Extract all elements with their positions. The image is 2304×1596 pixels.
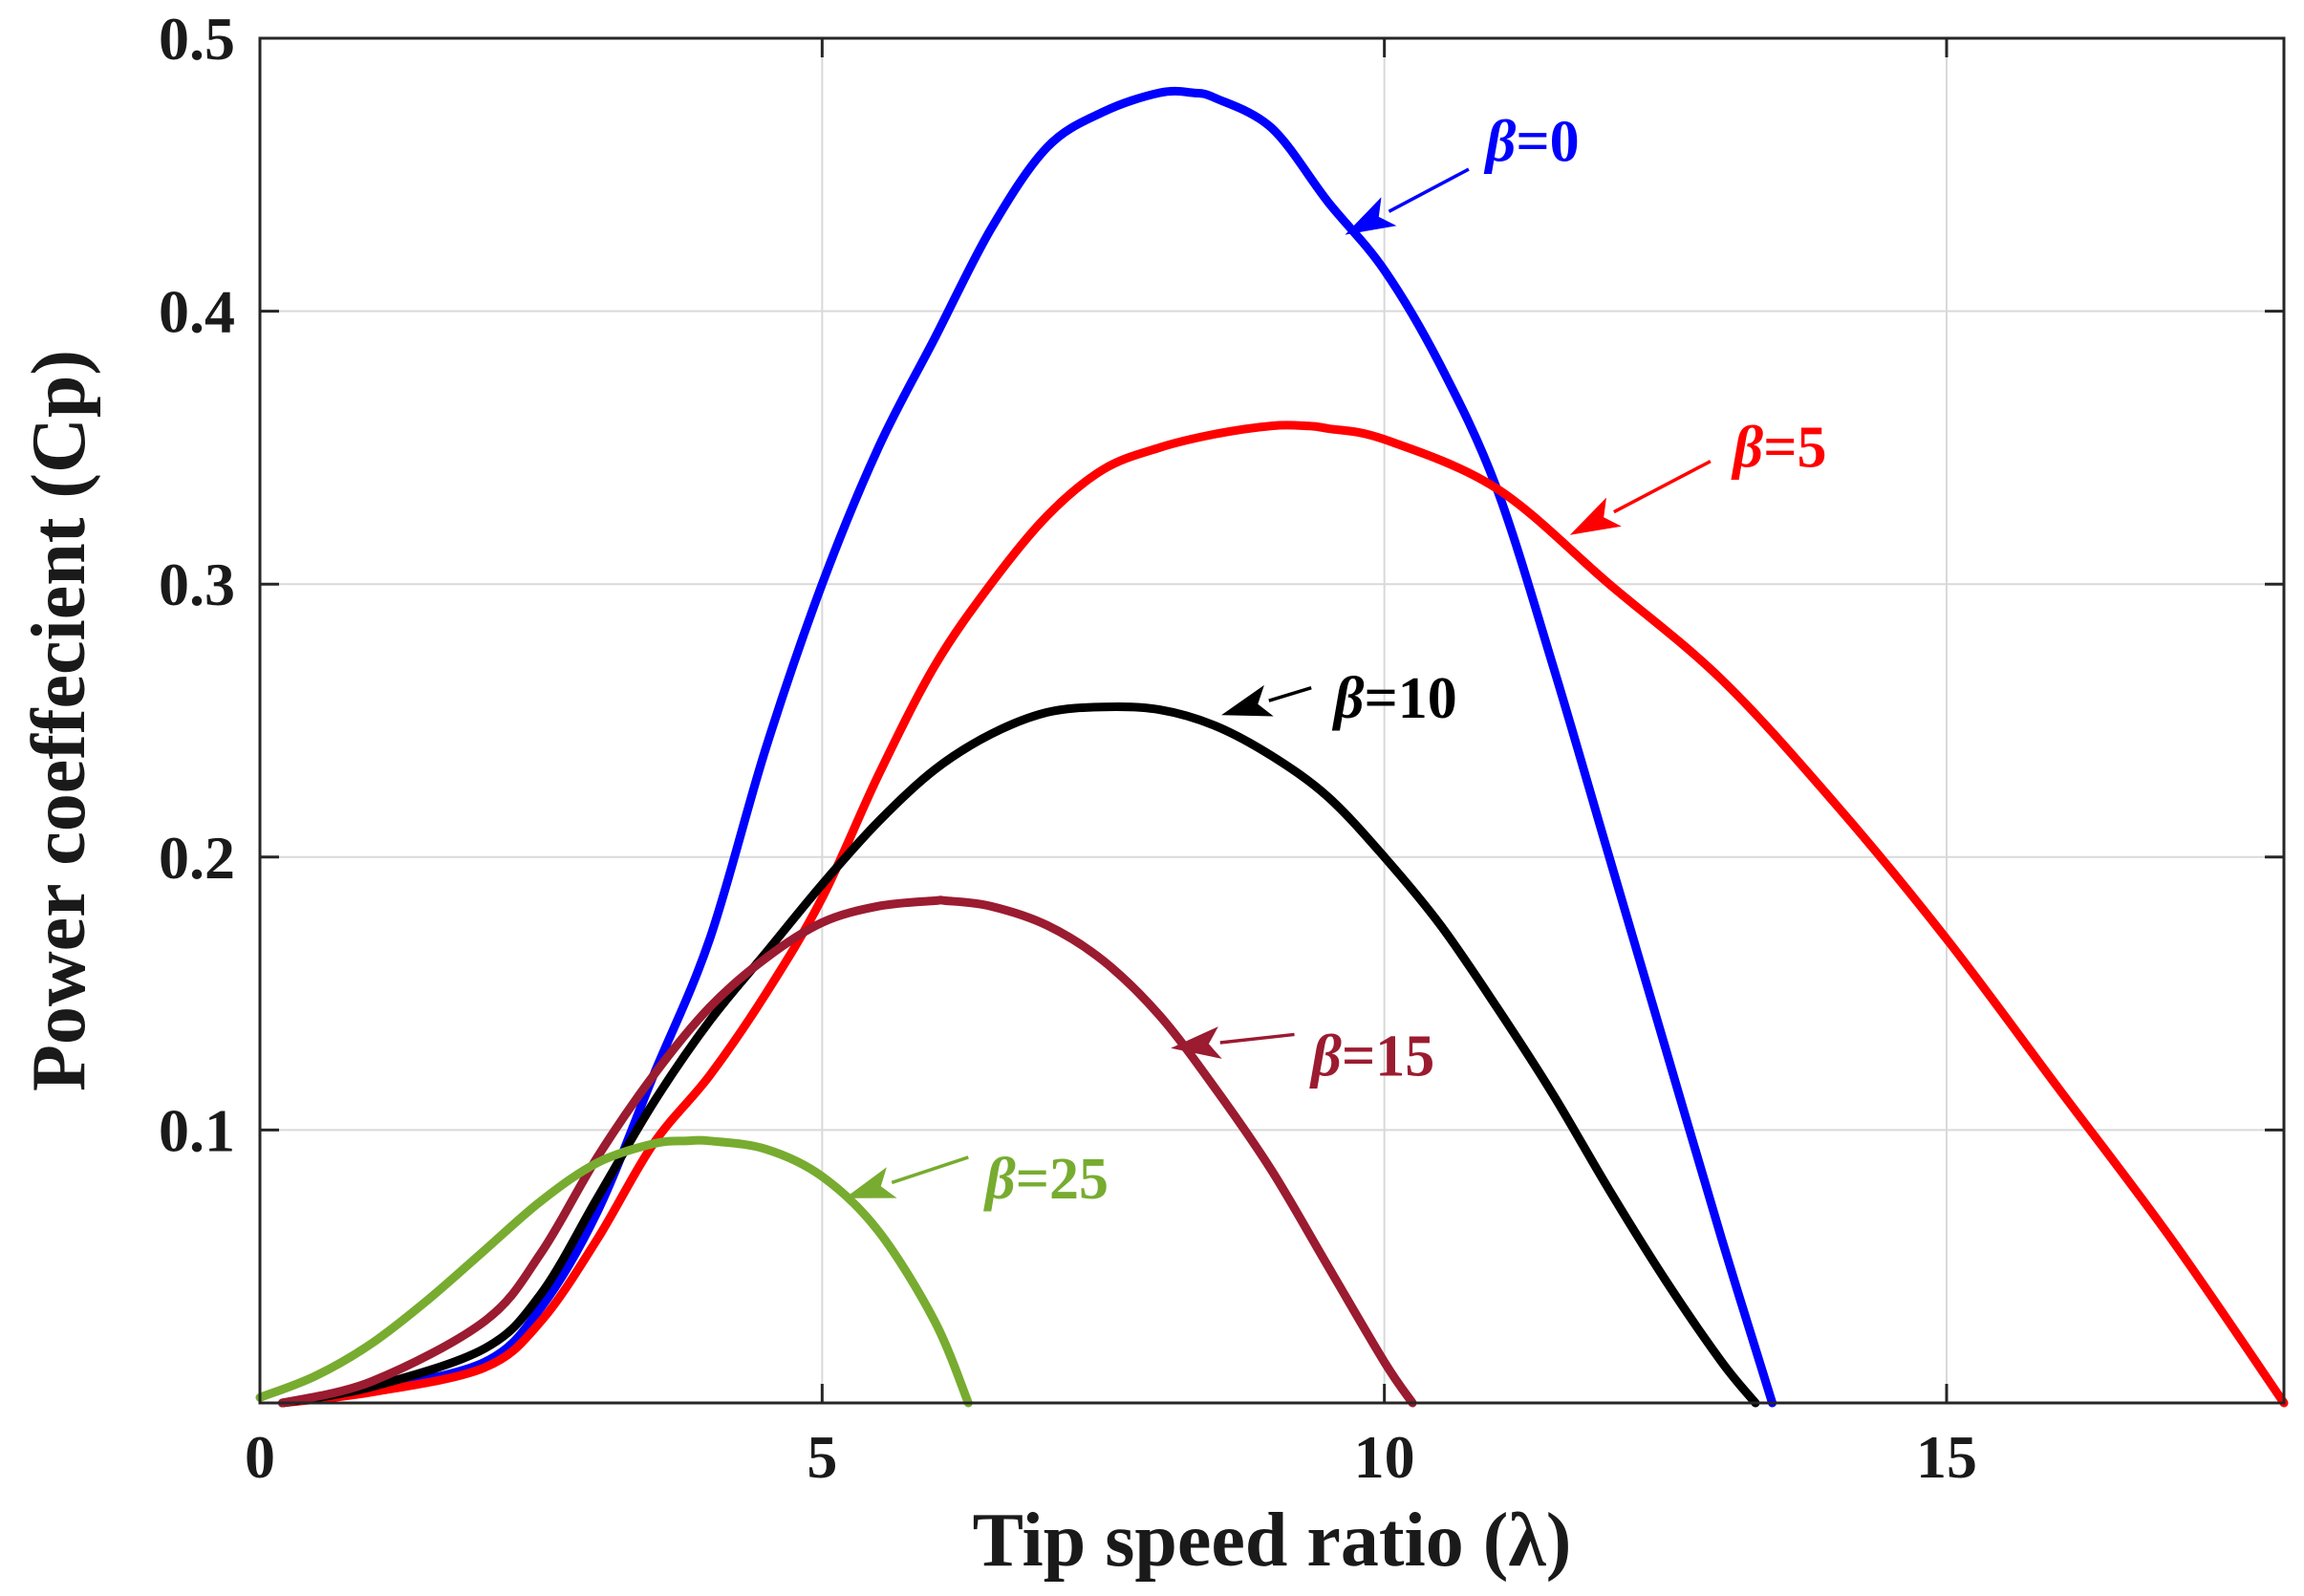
- annotation-label-4: β=25: [983, 1147, 1109, 1212]
- y-axis-title: Power coeffecient (Cp): [17, 350, 101, 1091]
- annotation-arrow-shaft: [1219, 1032, 1295, 1045]
- series-lines: [255, 86, 2289, 1408]
- x-tick-label: 10: [1354, 1423, 1415, 1491]
- annotation-value: =25: [1016, 1147, 1109, 1212]
- annotation-value: =15: [1342, 1024, 1434, 1089]
- annotation-label-3: β=15: [1309, 1024, 1434, 1089]
- annotation-arrow-head: [1345, 197, 1397, 235]
- y-tick-label: 0.4: [159, 278, 235, 346]
- annotation-beta-symbol: β: [1332, 666, 1365, 731]
- y-tick-label: 0.3: [159, 550, 235, 618]
- annotation-arrow-head: [1569, 497, 1622, 535]
- annotation-beta-symbol: β: [1309, 1024, 1342, 1089]
- annotation-arrow-shaft: [1388, 167, 1470, 213]
- x-tick-label: 5: [807, 1423, 837, 1491]
- plot-background: [260, 38, 2284, 1403]
- annotation-arrow-shaft: [1613, 460, 1712, 514]
- annotation-beta-symbol: β: [1731, 415, 1763, 480]
- annotation-arrow-head: [1171, 1026, 1222, 1059]
- annotation-label-1: β=5: [1731, 415, 1826, 480]
- annotation-arrow-shaft: [891, 1155, 969, 1185]
- annotation-arrow-shaft: [1268, 686, 1312, 702]
- ticks: 0 5 10 15 0.1 0.2 0.3 0.4 0.5: [159, 5, 2284, 1491]
- annotations: β=0β=5β=10β=15β=25: [844, 110, 1827, 1212]
- series-line-4: [255, 1135, 973, 1408]
- annotation-arrow-head: [1221, 684, 1274, 717]
- y-tick-label: 0.1: [159, 1096, 235, 1164]
- annotation-label-2: β=10: [1332, 666, 1457, 731]
- series-line-2: [278, 701, 1760, 1408]
- annotation-beta-symbol: β: [1484, 110, 1517, 175]
- x-tick-label: 0: [245, 1423, 275, 1491]
- y-tick-label: 0.5: [159, 5, 235, 73]
- annotation-label-0: β=0: [1484, 110, 1580, 175]
- x-axis-title: Tip speed ratio (λ): [973, 1499, 1572, 1583]
- x-tick-label: 15: [1916, 1423, 1977, 1491]
- annotation-value: =5: [1763, 415, 1826, 480]
- annotation-value: =10: [1364, 666, 1456, 731]
- plot-frame: [258, 36, 2286, 1405]
- y-tick-label: 0.2: [159, 824, 235, 892]
- series-line-3: [278, 895, 1417, 1408]
- annotation-beta-symbol: β: [983, 1147, 1016, 1212]
- annotation-arrow-head: [844, 1167, 897, 1198]
- annotation-value: =0: [1516, 110, 1579, 175]
- series-line-1: [278, 421, 2289, 1408]
